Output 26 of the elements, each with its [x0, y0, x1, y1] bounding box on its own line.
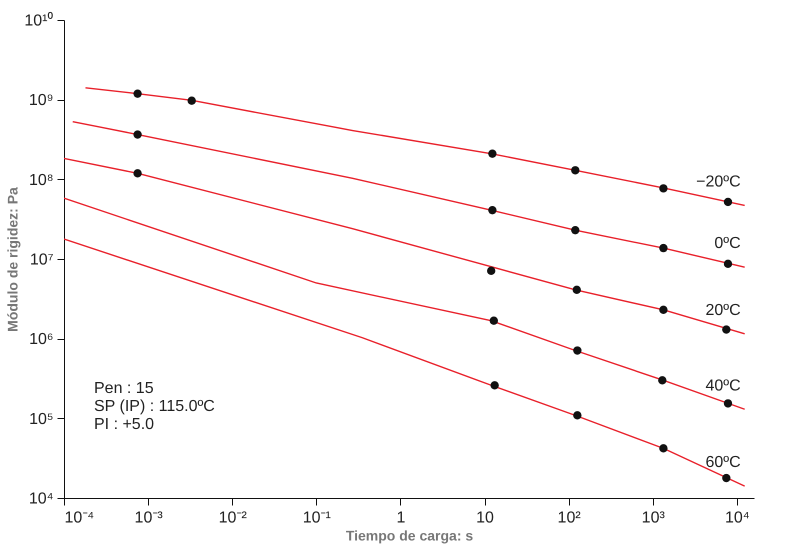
- y-tick-label: 10⁴: [28, 490, 54, 508]
- y-tick-label: 10¹⁰: [24, 12, 54, 30]
- annotation: PI : +5.0: [94, 416, 154, 433]
- x-tick-label: 10⁴: [724, 510, 750, 526]
- x-tick-label: 10²: [558, 510, 582, 526]
- y-tick-label: 10⁶: [29, 331, 54, 348]
- series-label: −20ºC: [696, 173, 741, 190]
- x-tick-label: 10⁻¹: [302, 510, 331, 526]
- y-tick-label: 10⁵: [29, 410, 54, 428]
- annotation: Pen : 15: [94, 380, 154, 397]
- series-label: 40ºC: [705, 377, 741, 394]
- annotation: SP (IP) : 115.0ºC: [94, 398, 215, 415]
- series-label: 60ºC: [705, 454, 741, 472]
- x-tick-label: 10⁻³: [134, 510, 164, 526]
- x-tick-label: 10: [476, 510, 494, 526]
- y-tick-label: 10⁷: [30, 252, 54, 268]
- x-tick-label: 10⁻²: [218, 510, 248, 526]
- y-axis-title: Módulo de rigidez: Pa: [4, 186, 20, 332]
- series-label: 0ºC: [714, 235, 741, 252]
- series-label: 20ºC: [705, 302, 741, 319]
- y-tick-label: 10⁹: [28, 92, 54, 110]
- x-tick-label: 10⁻⁴: [64, 510, 94, 526]
- x-tick-label: 10³: [642, 510, 666, 526]
- y-tick-label: 10⁸: [28, 172, 54, 189]
- x-tick-label: 1: [396, 510, 406, 526]
- x-axis-title: Tiempo de carga: s: [346, 528, 474, 544]
